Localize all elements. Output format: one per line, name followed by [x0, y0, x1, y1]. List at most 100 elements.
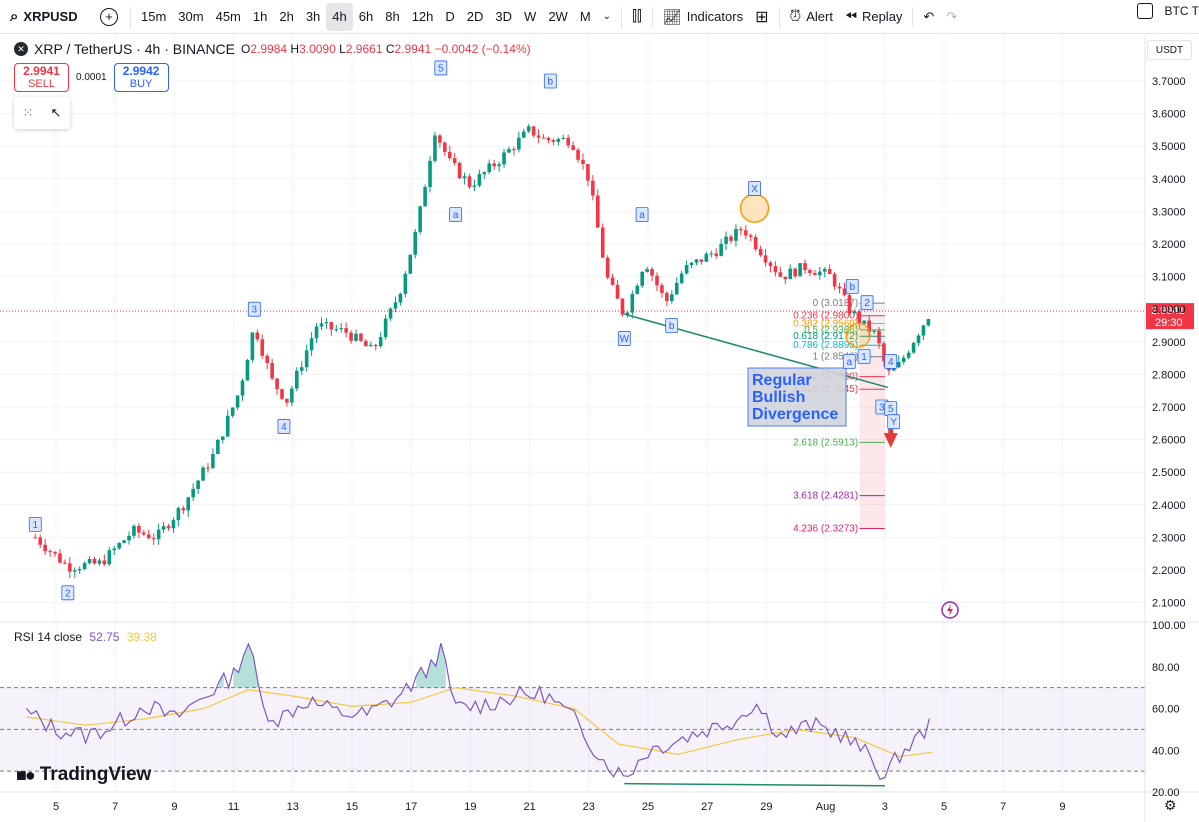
candle-body	[285, 398, 289, 403]
drag-handle-icon[interactable]: ⁙	[22, 105, 34, 120]
candle-body	[349, 332, 353, 341]
axes: 3.7000 3.6000 3.5000 3.4000 3.3000 3.2000 3.10…	[0, 35, 1199, 822]
drawing-toolbar[interactable]: ⁙ ↖	[14, 97, 70, 129]
rsi-tick-label: 60.00	[1152, 704, 1180, 716]
candle-body	[674, 282, 679, 295]
legend-title[interactable]: XRP / TetherUS · 4h · BINANCE	[34, 41, 235, 57]
price-tick-label: 2.4000	[1152, 500, 1186, 512]
highlight-circle	[739, 193, 770, 223]
candle-body	[378, 337, 383, 347]
candle-body	[827, 268, 832, 275]
interval-45m[interactable]: 45m	[215, 9, 241, 24]
candle-body	[462, 176, 467, 179]
candle-body	[610, 277, 615, 285]
wave-label-box	[28, 516, 42, 532]
sell-button[interactable]: 2.9941 SELL	[14, 63, 69, 92]
h-value: 3.0090	[299, 42, 336, 56]
candle-body	[122, 540, 126, 543]
interval-3h[interactable]: 3h	[305, 9, 321, 24]
wave-label-box	[887, 414, 901, 430]
candle-body	[250, 332, 255, 360]
cursor-arrow-icon[interactable]: ↖	[50, 105, 62, 120]
chevron-down-icon: ⌄	[602, 11, 612, 22]
alarm-clock-icon: ⏰︎	[789, 8, 802, 25]
replay-label: Replay	[861, 9, 903, 24]
candle-body	[452, 158, 457, 163]
redo-button[interactable]: ↷	[940, 3, 963, 31]
candle-body	[492, 163, 496, 167]
layouts-button[interactable]: ⊞	[749, 3, 774, 31]
chart-type-button[interactable]: ⫿⫿	[626, 3, 648, 31]
wave-label-box	[277, 419, 291, 434]
divider	[651, 6, 653, 27]
candle-body	[68, 563, 72, 572]
candle-body	[48, 551, 52, 553]
candle-body	[813, 273, 817, 276]
lightning-icon-bolt	[947, 604, 953, 616]
buy-button[interactable]: 2.9942 BUY	[113, 63, 169, 92]
chart-canvas[interactable]: 0 (3.0187)0.236 (2.9800)0.382 (2.9560)0.…	[0, 35, 1199, 822]
rsi-value: 52.75	[89, 630, 120, 644]
fib-label: 0.382 (2.9560)	[793, 319, 858, 330]
candle-body	[33, 537, 38, 539]
interval-4h[interactable]: 4h	[326, 2, 353, 31]
candle-body	[265, 355, 269, 363]
wave-label: Y	[890, 417, 897, 428]
chart-grid	[0, 35, 1145, 792]
tradingview-logo: ■● TradingView	[16, 764, 151, 786]
interval-3D[interactable]: 3D	[495, 9, 513, 24]
indicators-button[interactable]: 📈︎ Indicators	[657, 3, 749, 31]
settings-gear-icon[interactable]: ⚙	[1164, 797, 1177, 813]
interval-2D[interactable]: 2D	[466, 9, 484, 24]
interval-1h[interactable]: 1h	[252, 9, 268, 24]
candle-body	[837, 286, 842, 289]
wave-label: X	[751, 184, 758, 195]
candle-body	[512, 149, 516, 151]
tradingview-wordmark: TradingView	[39, 764, 152, 785]
wave-label: 5	[888, 404, 894, 415]
candle-body	[521, 131, 526, 138]
compare-symbol-icon[interactable]: +	[100, 7, 118, 26]
candle-body	[640, 271, 645, 286]
fib-label: 1 (2.8543)	[813, 352, 859, 363]
candle-body	[877, 330, 881, 344]
interval-8h[interactable]: 8h	[385, 9, 400, 24]
interval-2W[interactable]: 2W	[548, 9, 568, 24]
price-tick-label: 3.0000	[1152, 304, 1186, 316]
candle-body	[151, 538, 156, 540]
interval-15m[interactable]: 15m	[141, 9, 167, 24]
interval-30m[interactable]: 30m	[178, 9, 204, 24]
candle-body	[630, 293, 635, 313]
compare-toggle[interactable]: BTC T	[1136, 3, 1199, 19]
candle-body	[694, 259, 699, 263]
currency-button[interactable]: USDT	[1147, 40, 1192, 60]
wave-label: a	[453, 210, 459, 221]
candle-body	[220, 436, 225, 440]
rsi-title[interactable]: RSI 14 close	[14, 630, 83, 644]
interval-D[interactable]: D	[445, 9, 455, 24]
replay-button[interactable]: ⏪︎ Replay	[839, 3, 908, 31]
compare-label: BTC T	[1164, 4, 1199, 18]
alert-button[interactable]: ⏰︎ Alert	[784, 3, 839, 31]
sell-price: 2.9941	[23, 64, 60, 78]
interval-M[interactable]: M	[579, 9, 591, 24]
interval-12h[interactable]: 12h	[411, 9, 434, 24]
candle-body	[270, 362, 274, 379]
candle-body	[117, 542, 121, 549]
candle-body	[719, 243, 723, 256]
interval-W[interactable]: W	[524, 9, 537, 24]
interval-6h[interactable]: 6h	[358, 9, 374, 24]
interval-dropdown[interactable]: ⌄	[597, 3, 617, 31]
wave-label: 4	[888, 357, 894, 368]
candle-body	[102, 560, 107, 565]
price-tick-label: 3.7000	[1152, 76, 1186, 88]
candle-body	[586, 164, 590, 181]
candle-body	[803, 263, 807, 270]
symbol-search[interactable]: ⌕ XRPUSD	[0, 3, 92, 31]
interval-2h[interactable]: 2h	[279, 9, 294, 24]
wave-label-box	[617, 331, 631, 346]
candle-body	[408, 254, 413, 274]
undo-button[interactable]: ↶	[917, 3, 940, 31]
candle-body	[536, 135, 541, 138]
rsi-ma-line	[26, 686, 933, 758]
